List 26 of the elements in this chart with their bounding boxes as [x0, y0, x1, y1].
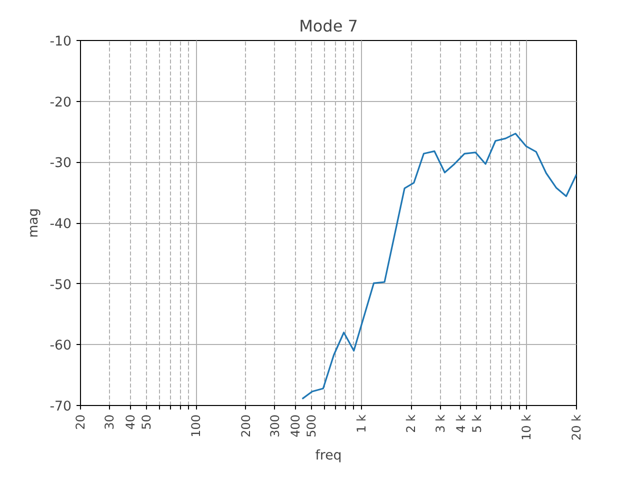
y-axis-title: mag: [26, 208, 42, 238]
y-tick-label: -60: [50, 338, 72, 354]
x-tick-label: 500: [304, 414, 319, 438]
x-tick-label: 2 k: [404, 414, 418, 433]
x-tick-label: 300: [268, 414, 282, 438]
x-tick-label: 1 k: [354, 414, 368, 433]
x-tick-label: 5 k: [470, 414, 484, 433]
chart-title: Mode 7: [299, 16, 358, 36]
y-tick-label: -70: [50, 400, 72, 414]
x-axis-title: freq: [315, 448, 342, 464]
y-tick-label: -50: [50, 278, 72, 293]
x-tick-label: 400: [288, 414, 303, 438]
x-tick-label: 100: [189, 414, 204, 438]
x-tick-label: 4 k: [454, 414, 468, 433]
x-tick-label: 3 k: [433, 414, 448, 433]
x-tick-label: 40: [123, 414, 138, 430]
x-tick-label: 50: [139, 414, 154, 430]
x-tick-label: 20: [74, 414, 88, 430]
x-tick-label: 30: [102, 414, 117, 430]
y-tick-label: -40: [50, 217, 72, 232]
y-tick-label: -20: [50, 95, 72, 110]
x-tick-label: 20 k: [570, 414, 584, 441]
y-tick-label: -30: [50, 156, 72, 172]
y-tick-label: -10: [50, 34, 72, 50]
x-tick-label: 200: [238, 414, 253, 438]
x-tick-label: 10 k: [520, 414, 534, 441]
